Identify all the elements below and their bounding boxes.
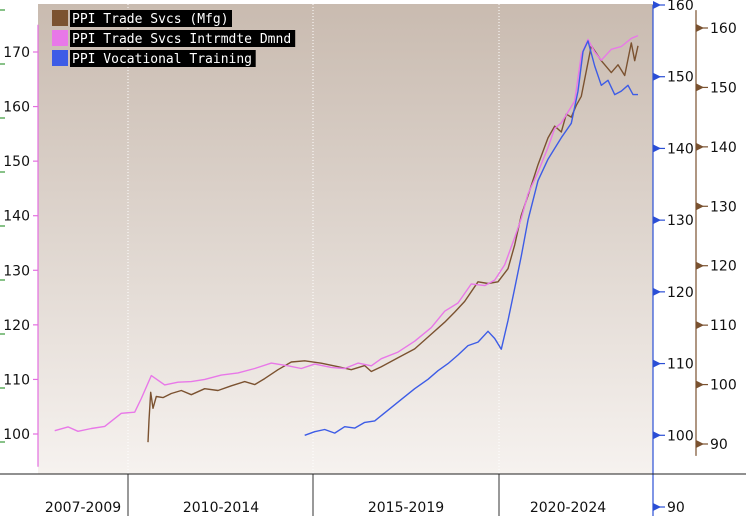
tick-label: 130 [710,199,737,215]
tick-label: 100 [667,428,694,444]
tick-label: 170 [3,45,30,61]
tick-label: 110 [710,318,737,334]
tick-label: 90 [667,500,685,516]
legend: PPI Trade Svcs (Mfg) PPI Trade Svcs Intrm… [52,10,296,67]
legend-label-bg [70,10,232,27]
tick-label: 160 [3,100,30,116]
tick-label: 140 [667,141,694,157]
x-axis-categories: 2007-2009 2010-2014 2015-2019 2020-2024 [0,473,746,516]
tick-label: 110 [3,372,30,388]
legend-label-bg [70,30,296,47]
tick-label: 110 [667,357,694,373]
tick-label: 100 [710,378,737,394]
legend-swatch [52,10,68,26]
tick-label: 150 [710,80,737,96]
tick-label: 90 [710,437,728,453]
tick-label: 150 [3,154,30,170]
tick-label: 130 [3,263,30,279]
tick-label: 160 [667,0,694,14]
tick-label: 140 [3,209,30,225]
tick-label: 120 [3,318,30,334]
series-lines [54,34,639,443]
legend-label: PPI Trade Svcs (Mfg) [72,12,229,27]
x-category-label: 2010-2014 [183,500,259,516]
tick-label: 160 [710,21,737,37]
legend-label-bg [70,50,256,67]
tick-label: 100 [3,427,30,443]
legend-swatch [52,50,68,66]
tick-label: 140 [710,140,737,156]
tick-label: 150 [667,70,694,86]
legend-label: PPI Trade Svcs Intrmdte Dmnd [72,32,291,47]
plot-area [38,4,653,474]
series-line [147,42,639,443]
x-category-label: 2015-2019 [368,500,444,516]
x-category-label: 2020-2024 [530,500,606,516]
tick-label: 120 [710,259,737,275]
series-line [54,34,639,432]
tick-label: 130 [667,213,694,229]
legend-swatch [52,30,68,46]
series-line [304,40,638,436]
x-category-label: 2007-2009 [45,500,121,516]
tick-label: 120 [667,285,694,301]
legend-label: PPI Vocational Training [72,52,252,67]
vertical-gridlines [127,4,500,474]
